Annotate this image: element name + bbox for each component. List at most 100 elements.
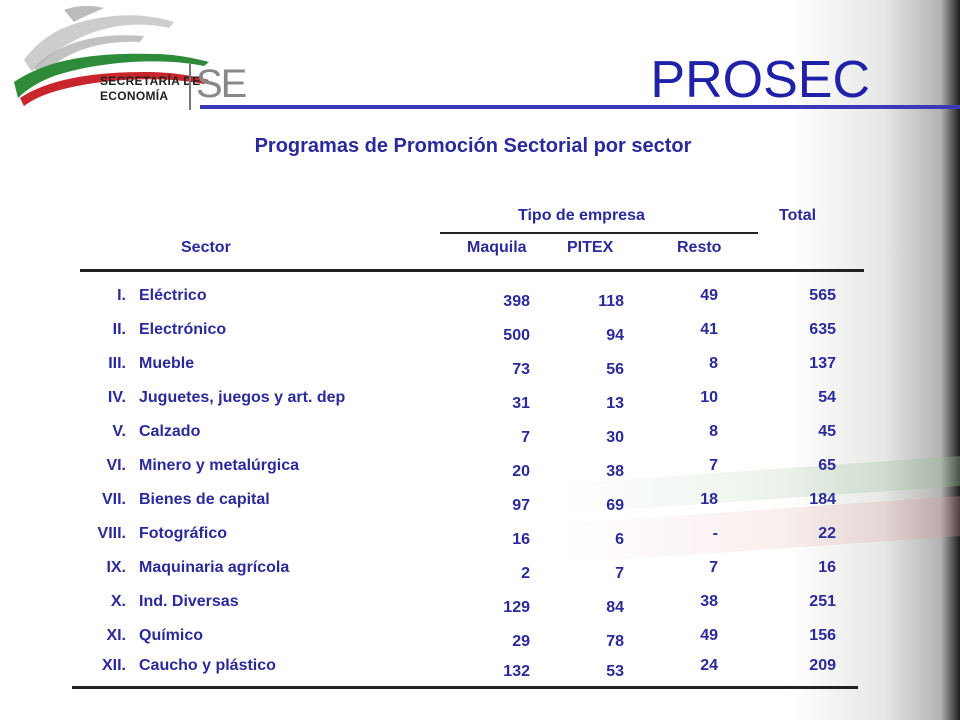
table-bottom-rule bbox=[72, 686, 858, 689]
row-number: I. bbox=[117, 287, 126, 304]
total-value: 565 bbox=[809, 287, 836, 304]
sector-name: Maquinaria agrícola bbox=[139, 559, 290, 576]
row-number: IV. bbox=[107, 389, 126, 406]
row-number: II. bbox=[112, 321, 126, 338]
column-header-maquila: Maquila bbox=[467, 239, 527, 256]
pitex-value: 38 bbox=[606, 463, 624, 480]
total-value: 65 bbox=[818, 457, 836, 474]
maquila-value: 20 bbox=[512, 463, 530, 480]
table-row: V. Calzado 7 30 8 45 bbox=[0, 423, 960, 457]
sector-name: Calzado bbox=[139, 423, 201, 440]
table-row: XII. Caucho y plástico 132 53 24 209 bbox=[0, 657, 960, 691]
maquila-value: 97 bbox=[512, 497, 530, 514]
sector-name: Electrónico bbox=[139, 321, 227, 338]
sector-name: Minero y metalúrgica bbox=[139, 457, 300, 474]
sector-name: Eléctrico bbox=[139, 287, 207, 304]
column-header-resto: Resto bbox=[677, 239, 722, 256]
pitex-value: 94 bbox=[606, 327, 624, 344]
table-row: IX. Maquinaria agrícola 2 7 7 16 bbox=[0, 559, 960, 593]
table-row: VI. Minero y metalúrgica 20 38 7 65 bbox=[0, 457, 960, 491]
maquila-value: 31 bbox=[512, 395, 530, 412]
table-caption: Programas de Promoción Sectorial por sec… bbox=[254, 135, 692, 157]
pitex-value: 6 bbox=[615, 531, 624, 548]
resto-value: 7 bbox=[709, 457, 718, 474]
row-number: VI. bbox=[106, 457, 126, 474]
resto-value: 10 bbox=[700, 389, 718, 406]
table-row: II. Electrónico 500 94 41 635 bbox=[0, 321, 960, 355]
row-number: V. bbox=[112, 423, 126, 440]
sector-name: Fotográfico bbox=[139, 525, 227, 542]
logo-line-economia: ECONOMÍA bbox=[100, 89, 169, 103]
total-value: 251 bbox=[809, 593, 836, 610]
row-number: III. bbox=[108, 355, 126, 372]
column-header-total: Total bbox=[779, 207, 817, 224]
logo-text: SECRETARÍA DE ECONOMÍA bbox=[100, 74, 201, 103]
table-row: IV. Juguetes, juegos y art. dep 31 13 10… bbox=[0, 389, 960, 423]
group-header-tipo-empresa: Tipo de empresa bbox=[518, 207, 645, 224]
resto-value: 8 bbox=[709, 355, 718, 372]
maquila-value: 73 bbox=[512, 361, 530, 378]
row-number: IX. bbox=[106, 559, 126, 576]
pitex-value: 53 bbox=[606, 663, 624, 680]
total-value: 184 bbox=[809, 491, 836, 508]
sector-name: Mueble bbox=[139, 355, 195, 372]
pitex-value: 78 bbox=[606, 633, 624, 650]
table-row: III. Mueble 73 56 8 137 bbox=[0, 355, 960, 389]
row-number: X. bbox=[110, 593, 126, 610]
row-number: VII. bbox=[101, 491, 126, 508]
pitex-value: 118 bbox=[598, 293, 624, 310]
pitex-value: 56 bbox=[606, 361, 624, 378]
table-row: XI. Químico 29 78 49 156 bbox=[0, 627, 960, 661]
total-value: 22 bbox=[818, 525, 836, 542]
total-value: 137 bbox=[809, 355, 836, 372]
pitex-value: 7 bbox=[615, 565, 624, 582]
maquila-value: 398 bbox=[503, 293, 530, 310]
maquila-value: 29 bbox=[512, 633, 530, 650]
row-number: VIII. bbox=[97, 525, 126, 542]
total-value: 156 bbox=[809, 627, 836, 644]
resto-value: 24 bbox=[700, 657, 718, 674]
resto-value: 49 bbox=[700, 627, 718, 644]
group-header-rule bbox=[440, 232, 758, 234]
eagle-emblem-icon bbox=[14, 5, 209, 106]
resto-value: 41 bbox=[700, 321, 718, 338]
column-header-sector: Sector bbox=[181, 239, 231, 256]
logo-separator bbox=[189, 64, 191, 110]
sector-name: Bienes de capital bbox=[139, 491, 270, 508]
title-rule bbox=[200, 105, 960, 109]
slide-title: PROSEC bbox=[650, 51, 870, 109]
resto-value: 49 bbox=[700, 287, 718, 304]
maquila-value: 132 bbox=[503, 663, 530, 680]
table-row: VII. Bienes de capital 97 69 18 184 bbox=[0, 491, 960, 525]
total-value: 45 bbox=[818, 423, 836, 440]
table-top-rule bbox=[80, 269, 864, 272]
total-value: 209 bbox=[809, 657, 836, 674]
resto-value: 8 bbox=[709, 423, 718, 440]
table-row: VIII. Fotográfico 16 6 - 22 bbox=[0, 525, 960, 559]
maquila-value: 7 bbox=[521, 429, 530, 446]
table-row: I. Eléctrico 398 118 49 565 bbox=[0, 287, 960, 321]
total-value: 54 bbox=[818, 389, 836, 406]
maquila-value: 16 bbox=[512, 531, 530, 548]
total-value: 635 bbox=[809, 321, 836, 338]
maquila-value: 2 bbox=[521, 565, 530, 582]
pitex-value: 84 bbox=[606, 599, 624, 616]
table-row: X. Ind. Diversas 129 84 38 251 bbox=[0, 593, 960, 627]
pitex-value: 30 bbox=[606, 429, 624, 446]
total-value: 16 bbox=[818, 559, 836, 576]
row-number: XII. bbox=[101, 657, 126, 674]
sector-name: Juguetes, juegos y art. dep bbox=[139, 389, 346, 406]
pitex-value: 13 bbox=[606, 395, 624, 412]
resto-value: 38 bbox=[700, 593, 718, 610]
logo-line-secretaria: SECRETARÍA DE bbox=[100, 74, 201, 88]
sector-name: Ind. Diversas bbox=[139, 593, 239, 610]
row-number: XI. bbox=[106, 627, 126, 644]
secretaria-economia-logo: SECRETARÍA DE ECONOMÍA SE bbox=[4, 2, 247, 112]
resto-value: 7 bbox=[709, 559, 718, 576]
sector-name: Químico bbox=[139, 627, 204, 644]
pitex-value: 69 bbox=[606, 497, 624, 514]
sector-name: Caucho y plástico bbox=[139, 657, 276, 674]
maquila-value: 500 bbox=[503, 327, 530, 344]
resto-value: - bbox=[712, 525, 718, 542]
